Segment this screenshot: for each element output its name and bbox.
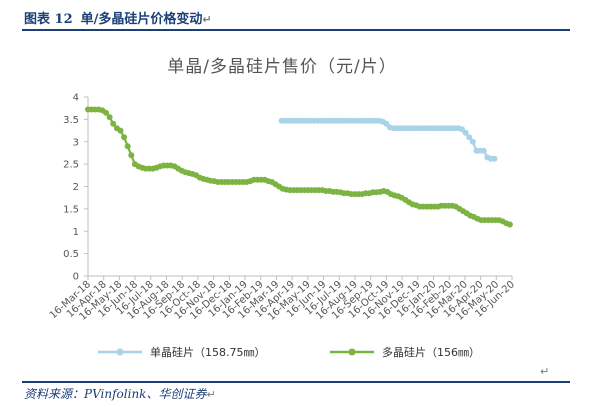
figure-title: 单/多晶硅片价格变动 <box>80 12 203 27</box>
y-tick-label-7: 3.5 <box>63 115 79 126</box>
source-text: 资料来源：PVinfolink、华创证券 <box>24 387 207 401</box>
y-tick-label-2: 1 <box>73 227 79 238</box>
caption-rule <box>22 29 570 31</box>
return-mark-2: ↵ <box>540 365 550 378</box>
y-tick-label-4: 2 <box>73 182 79 193</box>
series-1-point-9 <box>117 127 124 134</box>
y-tick-label-8: 4 <box>73 93 79 104</box>
legend-marker-0 <box>116 348 124 356</box>
y-tick-label-0: 0 <box>73 272 79 283</box>
series-0-point-51 <box>462 129 469 136</box>
chart-plot <box>85 106 513 228</box>
y-tick-label-1: 0.5 <box>63 249 79 260</box>
source-note: 资料来源：PVinfolink、华创证券↵ <box>24 385 216 402</box>
legend-label-0: 单晶硅片（158.75㎜） <box>150 346 266 359</box>
return-mark-3: ↵ <box>206 388 216 401</box>
chart-title: 单晶/多晶硅片售价（元/片） <box>167 57 396 77</box>
series-1-point-117 <box>506 221 513 228</box>
chart-axes: 00.511.522.533.5416-Mar-1816-Apr-1816-Ma… <box>48 93 517 323</box>
legend-marker-1 <box>348 348 356 356</box>
series-1-point-6 <box>106 114 113 121</box>
series-0-point-59 <box>491 155 498 162</box>
return-mark: ↵ <box>202 13 212 26</box>
figure-number: 图表 12 <box>24 12 73 27</box>
series-0-point-53 <box>469 138 476 145</box>
figure-caption: 图表 12 单/多晶硅片价格变动↵ <box>24 8 212 27</box>
y-tick-label-6: 3 <box>73 137 79 148</box>
chart-legend: 单晶硅片（158.75㎜） 多晶硅片（156㎜） <box>98 345 480 359</box>
legend-label-1: 多晶硅片（156㎜） <box>382 345 480 359</box>
footer-rule <box>22 381 570 383</box>
y-tick-label-5: 2.5 <box>63 160 79 171</box>
series-0-point-56 <box>480 147 487 154</box>
series-1-point-11 <box>124 143 131 150</box>
series-1-point-10 <box>121 134 128 141</box>
series-0-point-52 <box>466 134 473 141</box>
series-1-point-12 <box>128 152 135 159</box>
series-1-point-5 <box>103 109 109 116</box>
y-tick-label-3: 1.5 <box>63 204 79 215</box>
series-1-point-7 <box>110 120 117 127</box>
